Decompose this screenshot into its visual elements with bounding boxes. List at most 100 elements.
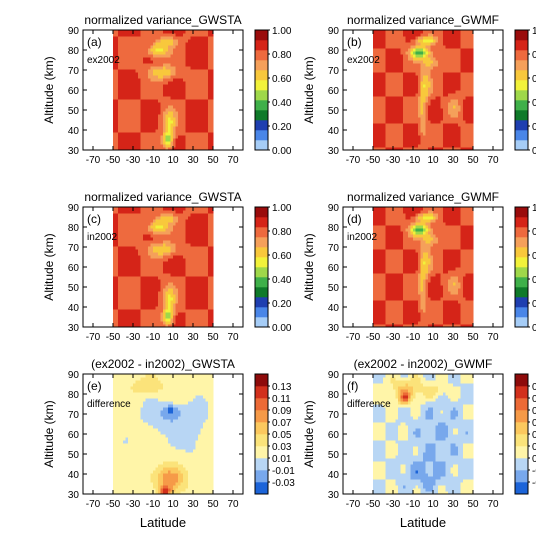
heatmap-cell bbox=[115, 309, 119, 313]
heatmap-cell bbox=[118, 51, 121, 55]
heatmap-cell bbox=[375, 45, 379, 49]
panel-title: normalized variance_GWSTA bbox=[84, 190, 241, 204]
heatmap-cell bbox=[135, 141, 139, 145]
heatmap-cell bbox=[173, 66, 176, 70]
heatmap-cell bbox=[205, 30, 209, 34]
heatmap-cell bbox=[185, 39, 189, 43]
heatmap-cell bbox=[120, 111, 124, 115]
heatmap-cell bbox=[155, 309, 159, 313]
heatmap-cell bbox=[163, 291, 166, 295]
heatmap-cell bbox=[175, 321, 179, 325]
heatmap-cell bbox=[453, 30, 456, 34]
heatmap-cell bbox=[140, 207, 144, 211]
heatmap-cell bbox=[143, 228, 146, 232]
heatmap-cell bbox=[390, 30, 394, 34]
heatmap-cell bbox=[203, 99, 206, 103]
heatmap-cell bbox=[415, 72, 419, 76]
heatmap-cell bbox=[153, 129, 156, 133]
heatmap-cell bbox=[140, 135, 144, 139]
heatmap-cell bbox=[145, 138, 149, 142]
heatmap-cell bbox=[128, 243, 131, 247]
heatmap-cell bbox=[455, 120, 459, 124]
heatmap-cell bbox=[185, 108, 189, 112]
heatmap-cell bbox=[198, 120, 201, 124]
heatmap-cell bbox=[420, 69, 424, 73]
heatmap-cell bbox=[133, 216, 136, 220]
heatmap-cell bbox=[465, 147, 469, 151]
heatmap-cell bbox=[198, 72, 201, 76]
heatmap-cell bbox=[145, 219, 149, 223]
heatmap-cell bbox=[130, 84, 134, 88]
heatmap-cell bbox=[160, 51, 164, 55]
heatmap-cell bbox=[143, 312, 146, 316]
heatmap-cell bbox=[133, 60, 136, 64]
heatmap-cell bbox=[195, 75, 199, 79]
heatmap-cell bbox=[193, 90, 196, 94]
heatmap-cell bbox=[455, 81, 459, 85]
heatmap-cell bbox=[140, 252, 144, 256]
heatmap-cell bbox=[150, 30, 154, 34]
heatmap-cell bbox=[468, 114, 471, 118]
heatmap-cell bbox=[118, 225, 121, 229]
heatmap-cell bbox=[200, 39, 204, 43]
heatmap-cell bbox=[158, 72, 161, 76]
heatmap-cell bbox=[168, 270, 171, 274]
heatmap-cell bbox=[178, 312, 181, 316]
heatmap-cell bbox=[418, 147, 421, 151]
heatmap-cell bbox=[430, 36, 434, 40]
heatmap-cell bbox=[210, 102, 214, 106]
heatmap-cell bbox=[125, 258, 129, 262]
heatmap-cell bbox=[198, 129, 201, 133]
heatmap-cell bbox=[420, 120, 424, 124]
heatmap-cell bbox=[385, 84, 389, 88]
heatmap-cell bbox=[395, 132, 399, 136]
heatmap-cell bbox=[150, 129, 154, 133]
heatmap-cell bbox=[190, 126, 194, 130]
heatmap-cell bbox=[440, 42, 444, 46]
x-tick-label: 10 bbox=[427, 155, 439, 166]
heatmap-cell bbox=[428, 69, 431, 73]
heatmap-cell bbox=[395, 135, 399, 139]
heatmap-cell bbox=[143, 216, 146, 220]
heatmap-cell bbox=[115, 69, 119, 73]
heatmap-cell bbox=[163, 120, 166, 124]
heatmap-cell bbox=[160, 126, 164, 130]
heatmap-cell bbox=[145, 42, 149, 46]
heatmap-cell bbox=[113, 141, 116, 145]
heatmap-cell bbox=[395, 102, 399, 106]
heatmap-cell bbox=[200, 102, 204, 106]
heatmap-cell bbox=[415, 42, 419, 46]
heatmap-cell bbox=[155, 207, 159, 211]
heatmap-cell bbox=[410, 54, 414, 58]
heatmap-cell bbox=[188, 57, 191, 61]
heatmap-cell bbox=[165, 96, 169, 100]
heatmap-cell bbox=[398, 51, 401, 55]
heatmap-cell bbox=[118, 270, 121, 274]
heatmap-cell bbox=[418, 81, 421, 85]
heatmap-cell bbox=[130, 273, 134, 277]
heatmap-cell bbox=[205, 33, 209, 37]
heatmap-cell bbox=[398, 141, 401, 145]
heatmap-cell bbox=[118, 141, 121, 145]
heatmap-cell bbox=[443, 147, 446, 151]
heatmap-cell bbox=[438, 39, 441, 43]
heatmap-cell bbox=[403, 138, 406, 142]
heatmap-cell bbox=[418, 90, 421, 94]
heatmap-cell bbox=[123, 72, 126, 76]
heatmap-cell bbox=[378, 132, 381, 136]
heatmap-cell bbox=[153, 138, 156, 142]
heatmap-cell bbox=[408, 114, 411, 118]
heatmap-cell bbox=[138, 294, 141, 298]
heatmap-cell bbox=[160, 87, 164, 91]
heatmap-cell bbox=[113, 252, 116, 256]
heatmap-cell bbox=[148, 48, 151, 52]
heatmap-cell bbox=[118, 318, 121, 322]
heatmap-cell bbox=[448, 141, 451, 145]
heatmap-cell bbox=[113, 222, 116, 226]
heatmap-cell bbox=[133, 81, 136, 85]
heatmap-cell bbox=[118, 135, 121, 139]
heatmap-cell bbox=[173, 48, 176, 52]
heatmap-cell bbox=[168, 315, 171, 319]
heatmap-cell bbox=[203, 111, 206, 115]
x-tick-label: 50 bbox=[207, 332, 219, 343]
